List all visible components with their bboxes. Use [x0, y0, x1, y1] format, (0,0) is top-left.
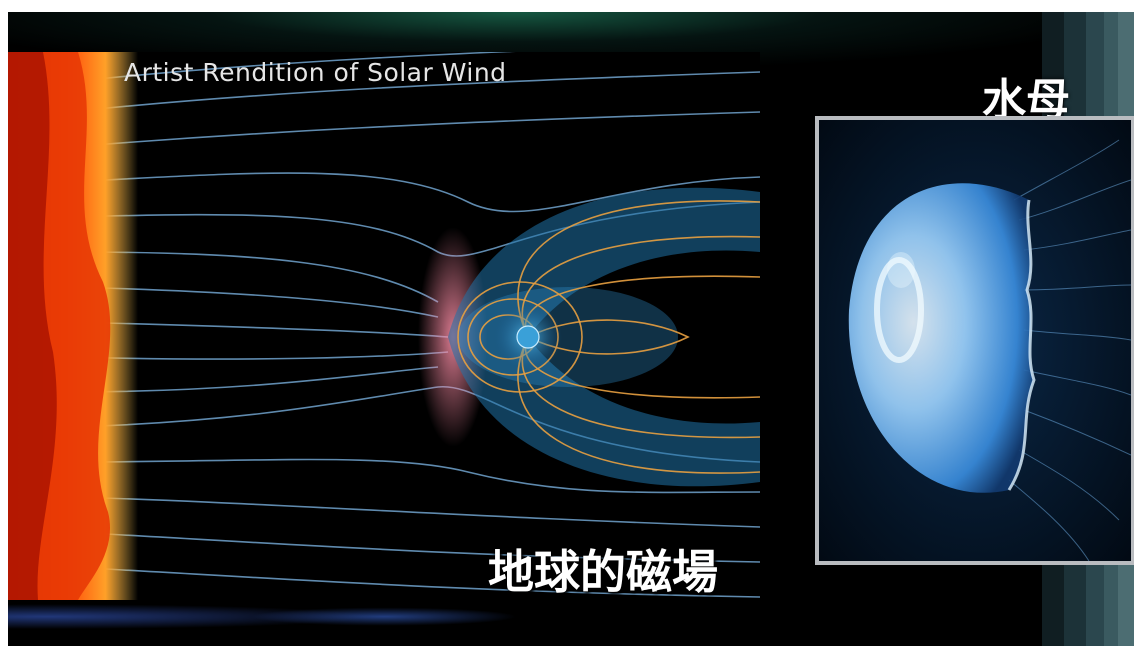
earth-magnetic-field-caption: 地球的磁場 [488, 545, 718, 599]
jellyfish-photo [815, 116, 1134, 565]
bottom-glow [8, 597, 808, 646]
solar-wind-image [8, 52, 760, 600]
slide-title: Artist Rendition of Solar Wind [124, 58, 507, 87]
slide: Artist Rendition of Solar Wind 地球的磁場 水母 [8, 12, 1134, 646]
